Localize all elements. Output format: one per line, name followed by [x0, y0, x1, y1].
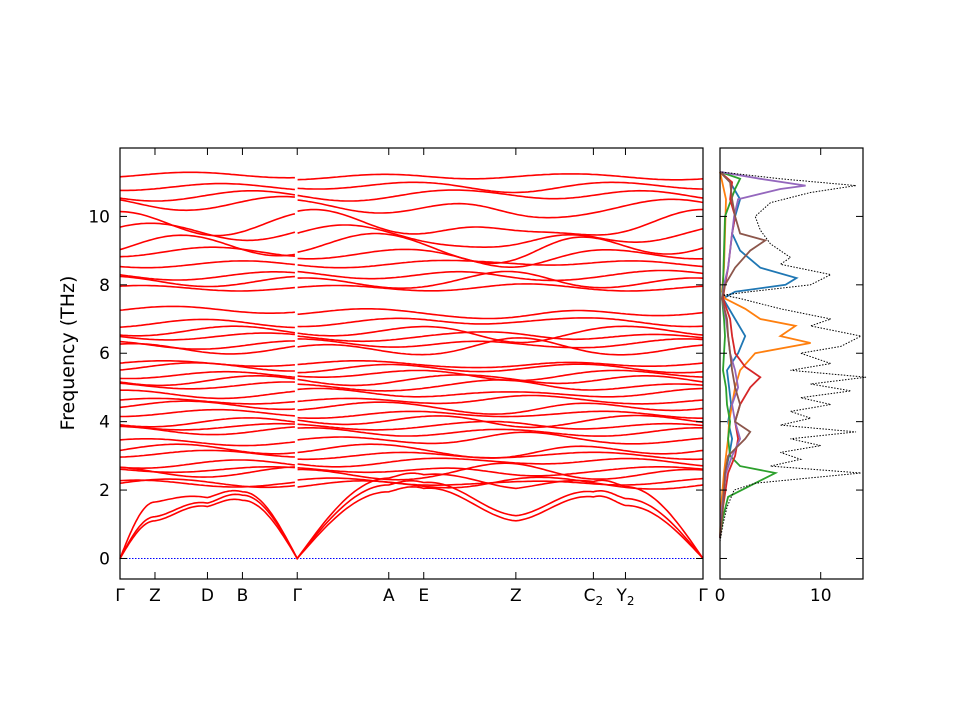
optical-band-32	[119, 232, 704, 265]
optical-band-12	[120, 408, 703, 419]
optical-band-38	[119, 171, 704, 181]
optical-band-11	[119, 414, 704, 429]
acoustic-branch-1	[119, 485, 704, 560]
band-x-tick-label: C2	[584, 586, 604, 608]
band-x-tick-label: E	[418, 586, 429, 606]
optical-band-26	[119, 305, 704, 320]
band-lines	[119, 171, 704, 561]
optical-band-35	[119, 195, 704, 219]
optical-band-6	[119, 449, 704, 461]
dos-projected-series-6	[719, 171, 768, 539]
band-y-axis-label: Frequency (THz)	[57, 276, 79, 431]
band-x-tick-label: Γ	[292, 586, 302, 606]
band-x-tick-label: Y2	[615, 586, 634, 608]
optical-band-10	[119, 420, 704, 431]
band-y-tick-label: 4	[99, 413, 110, 433]
optical-band-2	[119, 477, 704, 488]
dos-projected-series-3	[719, 171, 779, 539]
optical-band-33	[119, 222, 704, 248]
optical-band-31	[119, 246, 703, 268]
band-x-tick-label: B	[237, 586, 249, 606]
dos-panel: 0 10	[715, 147, 867, 606]
dos-projected-series-5	[719, 171, 806, 539]
band-x-tick-label: A	[383, 586, 395, 606]
dos-lines	[719, 171, 867, 542]
optical-band-27	[119, 283, 704, 292]
band-y-tick-label: 6	[99, 344, 110, 364]
dos-axes-frame	[719, 147, 864, 580]
dos-axes: 0 10	[715, 147, 864, 606]
optical-band-18	[119, 369, 704, 382]
band-axes-frame	[119, 147, 704, 580]
optical-band-24	[119, 325, 704, 344]
band-x-tick-label: Z	[149, 586, 161, 606]
optical-band-4	[119, 466, 704, 477]
band-axes: 0 2 4 6 8 10 Γ Z D B Γ A E Z C2 Y2 Γ	[88, 147, 708, 608]
optical-band-23	[119, 331, 704, 343]
optical-band-3	[119, 462, 704, 481]
optical-band-30	[119, 259, 704, 269]
band-x-tick-label: Γ	[698, 586, 708, 606]
band-x-tick-label: Z	[510, 586, 522, 606]
optical-band-29	[119, 269, 704, 282]
band-x-tick-label: D	[201, 586, 214, 606]
optical-band-22	[119, 338, 704, 350]
optical-band-20	[119, 360, 704, 369]
optical-band-36	[119, 189, 704, 202]
band-structure-panel: 0 2 4 6 8 10 Γ Z D B Γ A E Z C2 Y2 Γ Frequency (THz)	[57, 147, 708, 608]
dos-total-line	[719, 171, 867, 542]
band-y-tick-label: 0	[99, 549, 110, 569]
band-x-tick-label: Γ	[115, 586, 125, 606]
optical-band-8	[119, 431, 704, 447]
acoustic-branch-2	[119, 479, 704, 560]
optical-band-14	[119, 394, 704, 405]
optical-band-15	[120, 387, 704, 400]
dos-x-tick-label: 0	[715, 586, 726, 606]
optical-band-34	[119, 208, 703, 237]
band-y-tick-label: 8	[99, 276, 110, 296]
optical-band-37	[120, 181, 703, 194]
band-y-tick-label: 2	[99, 481, 110, 501]
band-y-tick-label: 10	[88, 207, 110, 227]
optical-band-7	[119, 443, 704, 459]
acoustic-branch-3	[119, 472, 704, 561]
optical-band-16	[119, 379, 704, 392]
optical-band-5	[119, 457, 704, 469]
optical-band-17	[119, 374, 704, 387]
optical-band-28	[119, 270, 704, 289]
dos-x-tick-label: 10	[810, 586, 832, 606]
optical-band-25	[119, 317, 704, 329]
